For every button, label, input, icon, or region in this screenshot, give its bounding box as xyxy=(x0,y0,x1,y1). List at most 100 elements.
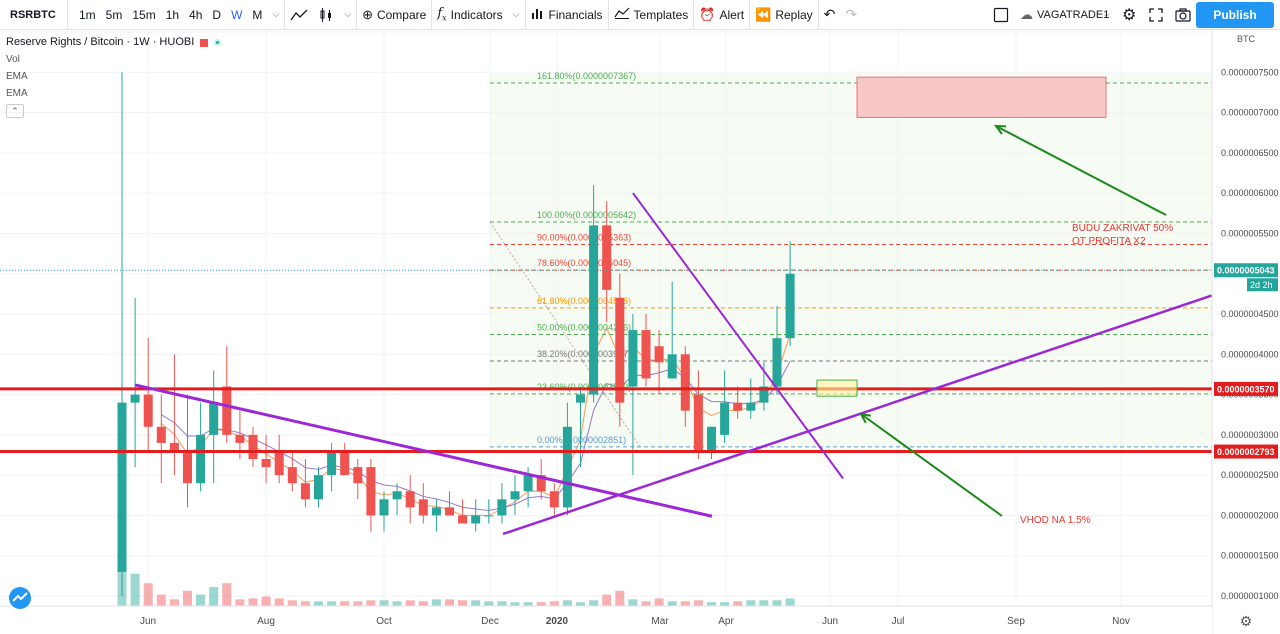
fib-level-label: 38.20%(0.0000003917) xyxy=(537,349,631,359)
candle xyxy=(746,378,756,419)
candle xyxy=(576,386,585,468)
compare-button[interactable]: ⊕ Compare xyxy=(357,0,431,30)
price-chart[interactable]: 161.80%(0.0000007367) 100.00%(0.000000564… xyxy=(0,30,1280,634)
undo-icon[interactable]: ↶ xyxy=(823,6,836,22)
volume-bar xyxy=(759,600,769,606)
volume-bar xyxy=(274,598,284,606)
candle-body xyxy=(248,434,258,460)
volume-bar xyxy=(327,601,337,606)
interval-1h[interactable]: 1h xyxy=(165,7,180,22)
candle xyxy=(641,314,651,387)
redo-icon[interactable]: ↷ xyxy=(845,6,858,22)
fib-level-label: 90.00%(0.0000005363) xyxy=(537,232,631,242)
templates-label: Templates xyxy=(633,7,689,22)
separator xyxy=(284,0,286,30)
price-axis-currency: BTC xyxy=(1237,34,1256,44)
level-high-badge: 0.0000003570 xyxy=(1217,384,1275,394)
candle xyxy=(445,491,454,516)
candle-body xyxy=(405,491,415,508)
financials-button[interactable]: Financials xyxy=(526,0,608,30)
separator xyxy=(693,0,695,30)
legend-ema-1[interactable]: EMA xyxy=(6,71,28,82)
alert-button[interactable]: ⏰ Alert xyxy=(694,0,749,30)
fib-level-label: 0.00%(0.0000002851) xyxy=(537,435,626,445)
replay-button[interactable]: ⏪ Replay xyxy=(750,0,818,30)
fib-level-label: 61.80%(0.0000004576) xyxy=(537,296,631,306)
candle-body xyxy=(510,491,520,500)
fullscreen-icon[interactable] xyxy=(1144,0,1168,30)
separator xyxy=(524,0,526,30)
settings-gear-icon[interactable]: ⚙ xyxy=(1122,6,1137,24)
candle-body xyxy=(759,386,769,403)
indicators-button[interactable]: fx Indicators xyxy=(432,0,507,30)
cloud-dropdown-icon[interactable]: ⌵ xyxy=(1103,9,1110,19)
cloud-save-button[interactable]: ☁ VAGATRADE1 xyxy=(1015,0,1114,30)
collapse-legend-icon[interactable]: ⌃ xyxy=(6,104,24,118)
bar-chart-icon xyxy=(531,7,545,22)
interval-dropdown-icon[interactable]: ⌵ xyxy=(272,9,280,19)
fib-level-label: 50.00%(0.0000004246) xyxy=(537,322,631,332)
countdown-label: 2d 2h xyxy=(1250,280,1273,290)
volume-bar xyxy=(510,602,520,606)
interval-4h[interactable]: 4h xyxy=(189,7,203,22)
interval-d[interactable]: D xyxy=(212,7,222,22)
chart-type-dropdown-icon[interactable]: ⌵ xyxy=(344,9,352,19)
candle-body xyxy=(471,515,481,524)
volume-bar xyxy=(720,602,730,606)
time-axis[interactable]: Jun Aug Oct Dec 2020 Mar Apr Jun Jul Sep Nov ⚙ xyxy=(0,605,1253,634)
chart-type-candles-icon[interactable] xyxy=(313,0,339,30)
volume-bar xyxy=(418,601,428,606)
volume-bar xyxy=(366,600,376,606)
entry-zone xyxy=(816,379,858,397)
symbol-label: RSRBTC xyxy=(10,8,56,21)
legend-ema-2[interactable]: EMA xyxy=(6,88,28,99)
candle xyxy=(536,459,546,500)
cloud-icon: ☁ xyxy=(1020,6,1033,22)
volume-bar xyxy=(405,600,415,606)
level-low-badge: 0.0000002793 xyxy=(1217,447,1275,457)
interval-w[interactable]: W xyxy=(231,7,243,22)
candle-body xyxy=(602,225,612,290)
camera-icon[interactable] xyxy=(1170,0,1196,30)
volume-bar xyxy=(602,594,612,606)
candle xyxy=(562,402,572,516)
volume-bar xyxy=(471,600,481,606)
candle xyxy=(431,499,441,532)
candle xyxy=(772,305,782,395)
time-tick: Apr xyxy=(718,616,734,627)
legend-title[interactable]: Reserve Rights / Bitcoin · 1W · HUOBI xyxy=(6,36,195,48)
candle-body xyxy=(274,450,284,476)
price-tick: 0.0000007500 xyxy=(1221,67,1279,77)
candle-body xyxy=(196,434,206,484)
price-axis[interactable]: BTC 0.0000007500 0.0000007000 0.0000006500 0… xyxy=(1211,30,1280,634)
chart-settings-gear-icon: ⚙ xyxy=(1240,613,1253,629)
replay-label: Replay xyxy=(775,7,813,22)
interval-15m[interactable]: 15m xyxy=(132,7,156,22)
target-arrow xyxy=(995,125,1167,216)
time-tick: Dec xyxy=(481,616,499,627)
interval-5m[interactable]: 5m xyxy=(105,7,123,22)
flag-icon[interactable] xyxy=(200,38,209,47)
candle-body xyxy=(458,515,468,524)
indicators-dropdown-icon[interactable]: ⌵ xyxy=(512,9,520,19)
templates-button[interactable]: Templates xyxy=(609,0,694,30)
chart-type-line-icon[interactable] xyxy=(285,0,313,30)
interval-1m[interactable]: 1m xyxy=(79,7,96,22)
tradingview-logo-icon[interactable] xyxy=(8,586,32,610)
price-tick: 0.0000001500 xyxy=(1221,551,1279,561)
volume-bar xyxy=(445,599,454,606)
volume-bar xyxy=(340,601,350,606)
layout-square-icon[interactable] xyxy=(988,0,1014,30)
candle-body xyxy=(772,338,782,387)
volume-bar xyxy=(772,600,782,606)
publish-button[interactable]: Publish xyxy=(1196,2,1274,28)
legend-vol[interactable]: Vol xyxy=(6,54,20,65)
volume-bar xyxy=(300,601,310,606)
volume-bar xyxy=(785,598,795,606)
symbol-search-button[interactable]: RSRBTC xyxy=(0,0,68,30)
interval-m[interactable]: M xyxy=(252,7,263,22)
volume-bar xyxy=(458,600,468,606)
candle-body xyxy=(392,491,402,500)
candle-body xyxy=(235,434,245,443)
templates-icon xyxy=(614,7,630,22)
